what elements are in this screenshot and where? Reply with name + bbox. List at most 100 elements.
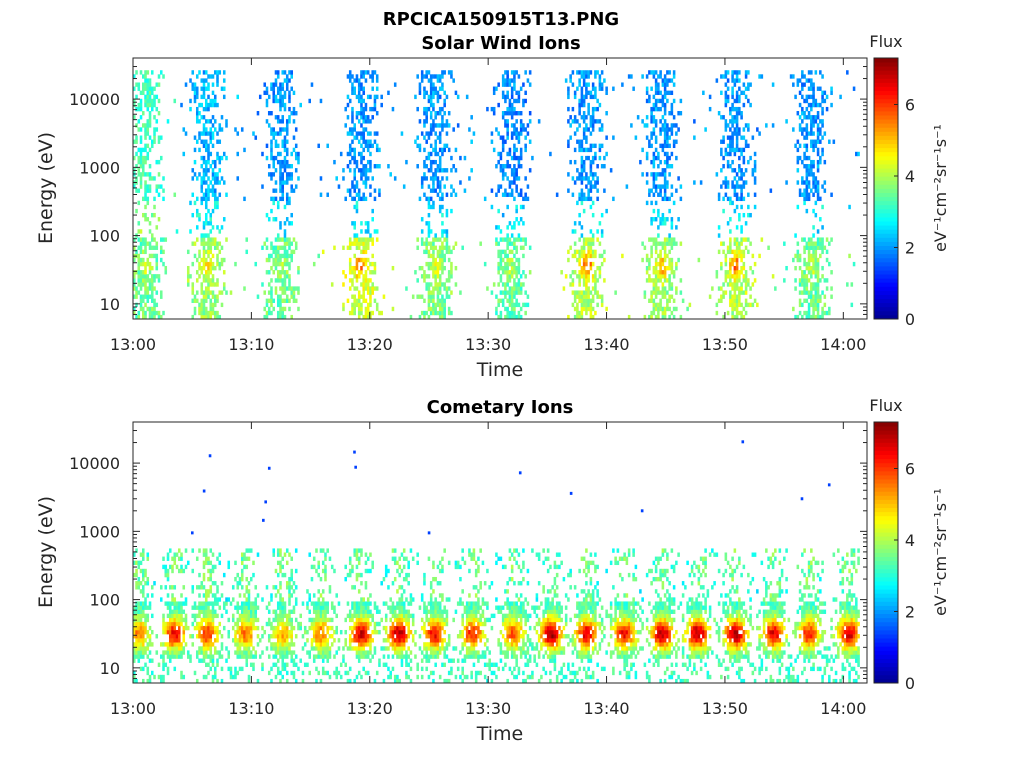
heatmap-cell — [591, 106, 595, 112]
heatmap-cell — [654, 82, 658, 87]
heatmap-cell — [135, 605, 138, 610]
heatmap-cell — [661, 241, 665, 246]
heatmap-cell — [150, 106, 154, 112]
heatmap-cell — [652, 241, 656, 246]
heatmap-cell — [346, 131, 350, 136]
heatmap-cell — [810, 86, 813, 91]
heatmap-cell — [731, 298, 734, 303]
heatmap-cell — [211, 605, 215, 610]
heatmap-cell — [202, 552, 206, 557]
heatmap-cell — [492, 106, 496, 112]
heatmap-cell — [285, 670, 289, 676]
heatmap-cell — [281, 261, 285, 267]
heatmap-cell — [661, 221, 665, 226]
heatmap-cell — [668, 90, 671, 96]
heatmap-cell — [654, 274, 658, 279]
heatmap-cell — [204, 168, 208, 173]
heatmap-cell — [641, 119, 644, 124]
heatmap-cell — [281, 253, 285, 259]
heatmap-cell — [432, 270, 435, 275]
heatmap-cell — [362, 282, 365, 287]
heatmap-cell — [142, 86, 145, 91]
heatmap-cell — [510, 302, 514, 308]
heatmap-cell — [265, 86, 269, 91]
heatmap-cell — [360, 176, 363, 181]
heatmap-cell — [436, 237, 440, 242]
heatmap-cell — [202, 302, 206, 308]
heatmap-cell — [285, 147, 289, 153]
heatmap-cell — [738, 274, 741, 279]
heatmap-cell — [513, 164, 516, 169]
heatmap-cell — [517, 98, 521, 104]
heatmap-cell — [438, 314, 442, 320]
heatmap-cell — [517, 155, 521, 161]
heatmap-cell — [420, 131, 424, 136]
heatmap-cell — [285, 172, 289, 177]
panel-cometary: Cometary Ions 13:00 13:10 13:20 13:30 13:40 1… — [35, 396, 950, 745]
heatmap-cell — [432, 237, 435, 242]
heatmap-cell — [265, 143, 269, 149]
heatmap-cell — [801, 74, 804, 79]
heatmap-cell — [499, 249, 503, 255]
heatmap-cell — [209, 601, 213, 606]
heatmap-cell — [524, 192, 527, 197]
heatmap-cell — [245, 629, 249, 635]
heatmap-cell — [654, 249, 658, 255]
heatmap-cell — [351, 184, 354, 189]
heatmap-cell — [441, 241, 444, 246]
heatmap-cell — [164, 662, 168, 667]
heatmap-cell — [798, 188, 802, 193]
heatmap-cell — [213, 597, 217, 602]
heatmap-cell — [247, 548, 251, 553]
heatmap-cell — [148, 678, 152, 684]
heatmap-cell — [135, 139, 138, 144]
heatmap-cell — [207, 605, 210, 610]
heatmap-cell — [738, 310, 741, 316]
heatmap-cell — [261, 282, 264, 287]
heatmap-cell — [596, 176, 599, 181]
heatmap-cell — [598, 119, 602, 124]
heatmap-cell — [504, 249, 507, 255]
heatmap-cell — [247, 674, 251, 680]
heatmap-cell — [582, 237, 586, 242]
heatmap-cell — [670, 237, 674, 242]
heatmap-cell — [202, 674, 206, 680]
heatmap-cell — [261, 625, 264, 631]
heatmap-cell — [173, 601, 177, 606]
heatmap-cell — [142, 257, 145, 263]
heatmap-cell — [216, 638, 219, 643]
heatmap-cell — [211, 625, 215, 631]
heatmap-cell — [810, 82, 813, 87]
heatmap-cell — [137, 638, 141, 643]
heatmap-cell — [659, 302, 662, 308]
heatmap-cell — [519, 123, 523, 128]
heatmap-cell — [135, 302, 138, 308]
heatmap-cell — [281, 662, 285, 667]
heatmap-cell — [731, 78, 734, 83]
heatmap-cell — [848, 253, 851, 259]
heatmap-cell — [351, 306, 354, 312]
heatmap-cell — [355, 286, 359, 291]
heatmap-cell — [830, 286, 833, 291]
heatmap-cell — [198, 650, 201, 655]
heatmap-cell — [272, 172, 276, 177]
heatmap-cell — [369, 290, 372, 295]
heatmap-cell — [267, 621, 271, 627]
heatmap-cell — [159, 184, 163, 189]
heatmap-cell — [353, 274, 356, 279]
heatmap-cell — [499, 265, 503, 271]
heatmap-cell — [144, 70, 147, 75]
heatmap-cell — [240, 609, 244, 614]
heatmap-cell — [810, 265, 813, 271]
heatmap-cell — [425, 245, 428, 250]
heatmap-cell — [279, 245, 282, 250]
heatmap-cell — [213, 204, 217, 210]
heatmap-cell — [216, 589, 219, 594]
heatmap-cell — [209, 188, 213, 193]
heatmap-cell — [798, 290, 802, 295]
heatmap-cell — [427, 294, 431, 299]
heatmap-cell — [724, 290, 728, 295]
heatmap-cell — [852, 261, 856, 267]
heatmap-cell — [643, 294, 647, 299]
heatmap-cell — [279, 119, 282, 124]
